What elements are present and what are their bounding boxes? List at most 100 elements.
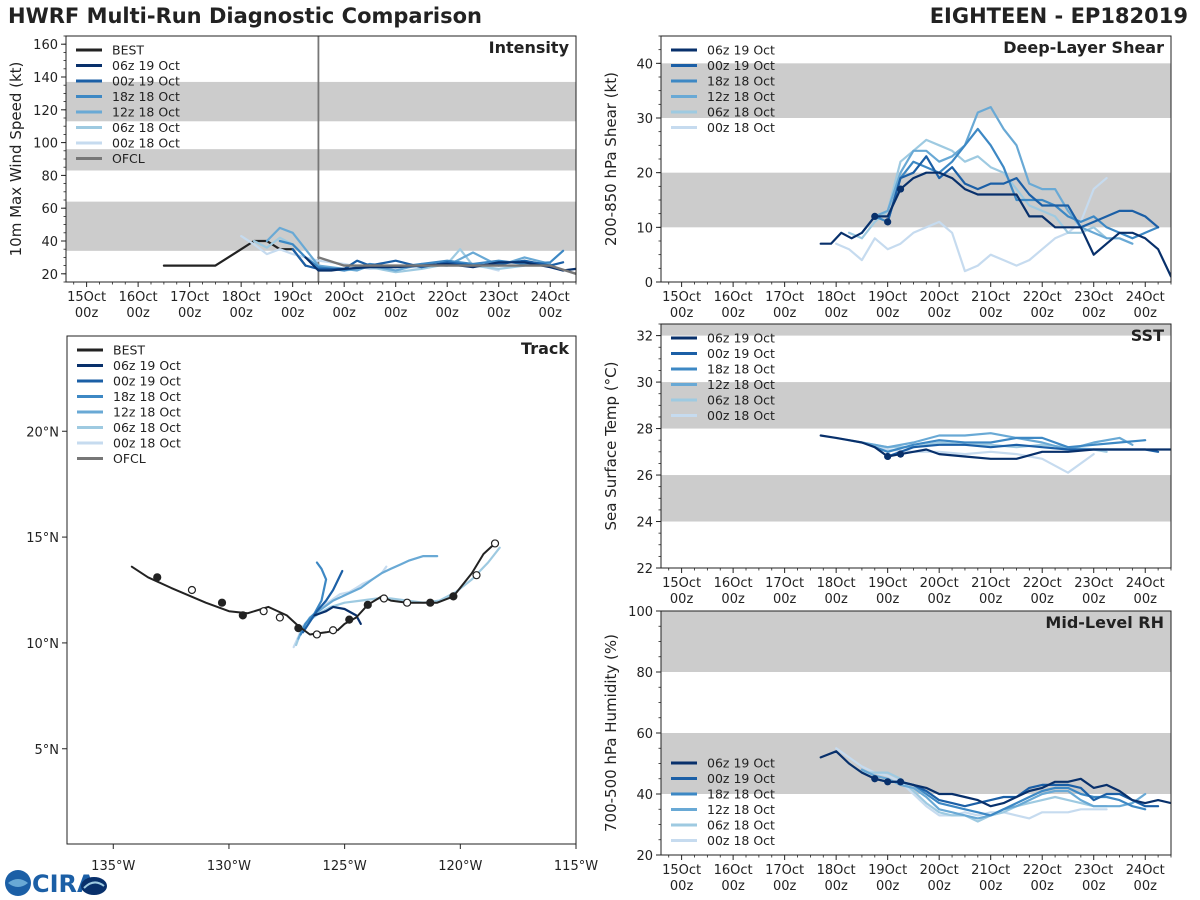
init-marker — [884, 218, 892, 226]
x-tick-sublabel: 00z — [1082, 592, 1106, 607]
y-tick-label: 10 — [636, 221, 653, 236]
legend-label: 12z 18 Oct — [113, 405, 181, 420]
shade-band — [661, 611, 1171, 672]
legend-label: OFCL — [113, 451, 146, 466]
x-tick-sublabel: 00z — [721, 879, 745, 894]
legend-label: 00z 18 Oct — [113, 436, 181, 451]
y-tick-label: 26 — [636, 469, 653, 484]
x-tick-label: 23Oct — [479, 290, 518, 305]
y-tick-label: 40 — [41, 235, 58, 250]
shade-band — [66, 149, 576, 171]
y-axis-label: 200-850 hPa Shear (kt) — [602, 72, 620, 246]
track-point-filled — [345, 615, 354, 624]
x-tick-label: 16Oct — [119, 290, 158, 305]
track-point-open — [187, 585, 197, 595]
x-tick-label: 17Oct — [170, 290, 209, 305]
x-tick-sublabel: 00z — [1031, 592, 1055, 607]
y-tick-label: 100 — [33, 137, 58, 152]
legend-label: 12z 18 Oct — [707, 802, 775, 817]
sst-panel: 22242628303215Oct00z16Oct00z17Oct00z18Oc… — [602, 323, 1172, 607]
run-track-line — [295, 546, 501, 647]
legend-label: 18z 18 Oct — [707, 787, 775, 802]
x-tick-label: 24Oct — [1126, 576, 1165, 591]
y-tick-label: 80 — [636, 666, 653, 681]
x-tick-label: 16Oct — [714, 576, 753, 591]
run-track-line — [299, 561, 328, 636]
panel-title: Track — [521, 339, 569, 358]
track-point-open — [312, 630, 321, 639]
series-line — [819, 750, 1171, 808]
y-tick-label: 28 — [636, 423, 653, 438]
x-tick-sublabel: 00z — [824, 306, 848, 321]
x-tick-label: 22Oct — [1023, 576, 1062, 591]
x-tick-label: 130°W — [207, 859, 251, 874]
y-tick-label: 24 — [636, 516, 653, 531]
x-tick-sublabel: 00z — [1082, 306, 1106, 321]
x-tick-sublabel: 00z — [1134, 592, 1158, 607]
cira-logo: CIRA — [5, 870, 107, 898]
legend-label: 00z 18 Oct — [707, 833, 775, 848]
y-tick-label: 20 — [636, 167, 653, 182]
track-point-filled — [449, 592, 458, 601]
x-tick-label: 22Oct — [1023, 290, 1062, 305]
legend-label: 06z 18 Oct — [707, 818, 775, 833]
series-line — [873, 127, 1160, 240]
legend-label: OFCL — [112, 151, 145, 166]
x-tick-sublabel: 00z — [927, 306, 951, 321]
panel-title: Intensity — [489, 38, 570, 57]
y-tick-label: 20 — [41, 268, 58, 283]
legend-label: 00z 19 Oct — [113, 374, 181, 389]
x-tick-label: 24Oct — [1126, 863, 1165, 878]
shade-band — [661, 733, 1171, 794]
best-track-line — [162, 239, 307, 267]
track-point-filled — [153, 573, 162, 582]
x-tick-label: 16Oct — [714, 290, 753, 305]
y-tick-label: 30 — [636, 376, 653, 391]
x-tick-sublabel: 00z — [979, 592, 1003, 607]
x-tick-label: 21Oct — [971, 576, 1010, 591]
sst-frame — [660, 323, 1172, 569]
run-track-line — [301, 569, 344, 634]
series-line — [835, 436, 1095, 474]
track-point-open — [472, 571, 481, 580]
track-point-filled — [238, 611, 247, 620]
x-tick-sublabel: 00z — [384, 306, 408, 321]
x-tick-label: 15Oct — [662, 863, 701, 878]
legend-label: 18z 18 Oct — [112, 89, 180, 104]
legend-label: 12z 18 Oct — [707, 89, 775, 104]
y-tick-label: 10°N — [26, 637, 59, 652]
x-tick-label: 23Oct — [1074, 863, 1113, 878]
x-tick-label: 135°W — [91, 859, 135, 874]
figure-title: HWRF Multi-Run Diagnostic Comparison — [8, 4, 483, 28]
legend-label: 18z 18 Oct — [707, 74, 775, 89]
init-marker — [896, 185, 905, 193]
x-tick-label: 21Oct — [376, 290, 415, 305]
legend-label: BEST — [113, 343, 145, 358]
track-panel: 135°W 130°W 125°W 120°W 115°W 5°N 10°N 15°N 20°N… — [26, 335, 598, 874]
legend-label: 06z 19 Oct — [112, 58, 180, 73]
y-axis-label: 700-500 hPa Humidity (%) — [602, 634, 620, 832]
init-marker — [871, 212, 879, 220]
track-point-open — [403, 598, 412, 607]
x-tick-label: 19Oct — [868, 863, 907, 878]
x-tick-label: 120°W — [438, 859, 482, 874]
x-tick-label: 22Oct — [1023, 863, 1062, 878]
init-marker — [884, 778, 892, 786]
sst-plot-area — [661, 324, 1171, 522]
x-tick-label: 18Oct — [817, 290, 856, 305]
series-line — [819, 171, 1171, 278]
x-tick-label: 15Oct — [67, 290, 106, 305]
x-tick-sublabel: 00z — [539, 306, 563, 321]
x-tick-label: 22Oct — [428, 290, 467, 305]
globe-swirl-icon — [8, 879, 28, 887]
y-tick-label: 80 — [41, 169, 58, 184]
x-tick-label: 19Oct — [273, 290, 312, 305]
y-tick-label: 160 — [33, 38, 58, 53]
panel-title: Mid-Level RH — [1045, 613, 1164, 632]
legend-label: 06z 18 Oct — [707, 393, 775, 408]
x-tick-sublabel: 00z — [332, 306, 356, 321]
y-tick-label: 20 — [636, 849, 653, 864]
shade-band — [661, 63, 1171, 118]
intensity-plot-area — [66, 36, 576, 282]
track-point-open — [259, 607, 268, 616]
